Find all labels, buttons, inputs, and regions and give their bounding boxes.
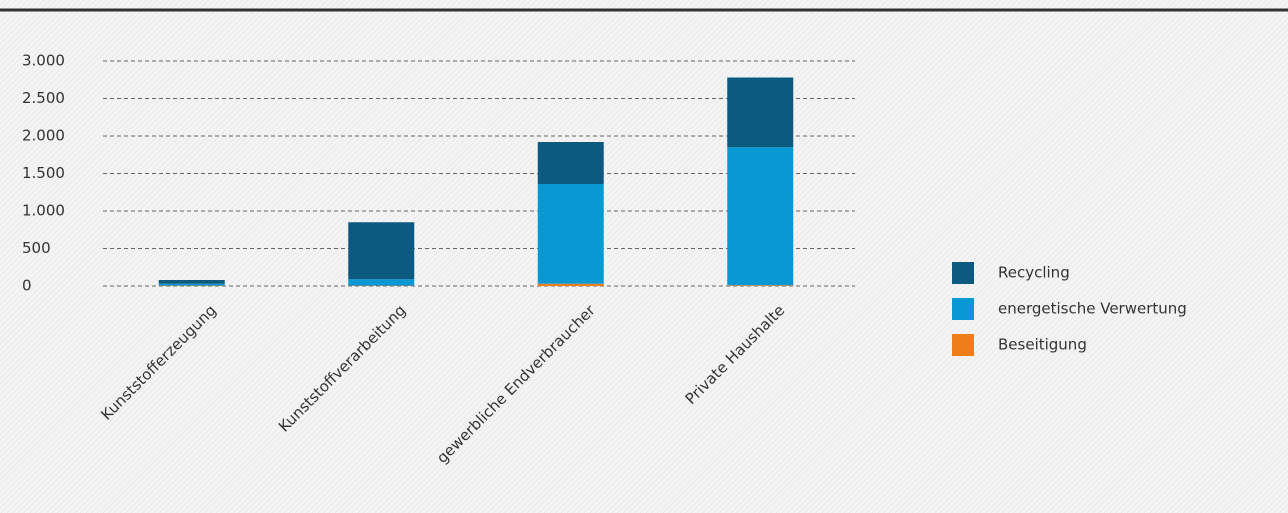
- bar-segment: [158, 280, 225, 284]
- bar-segment: [158, 283, 225, 286]
- y-tick-label: 2.000: [22, 127, 65, 145]
- y-tick-label: 3.000: [22, 52, 65, 70]
- bar-segment: [537, 184, 604, 284]
- bar-segment: [537, 142, 604, 184]
- x-tick-label: Kunststoffverarbeitung: [275, 301, 409, 435]
- legend-swatch: [952, 262, 974, 284]
- x-tick-label: Kunststofferzeugung: [97, 301, 219, 423]
- y-tick-label: 500: [22, 239, 51, 257]
- bar-segment: [348, 279, 415, 286]
- legend-swatch: [952, 334, 974, 356]
- x-tick-label: Private Haushalte: [682, 301, 789, 408]
- legend-label: Recycling: [998, 264, 1070, 282]
- legend-label: Beseitigung: [998, 336, 1087, 354]
- bar-segment: [537, 283, 604, 286]
- y-tick-label: 1.000: [22, 202, 65, 220]
- bar-segment: [727, 77, 794, 148]
- y-tick-label: 2.500: [22, 89, 65, 107]
- legend-label: energetische Verwertung: [998, 300, 1187, 318]
- y-tick-label: 1.500: [22, 164, 65, 182]
- y-tick-label: 0: [22, 277, 32, 295]
- legend-swatch: [952, 298, 974, 320]
- bar-segment: [727, 147, 794, 286]
- bar-segment: [348, 222, 415, 280]
- x-tick-label: gewerbliche Endverbraucher: [433, 301, 599, 467]
- bar-segment: [727, 285, 794, 286]
